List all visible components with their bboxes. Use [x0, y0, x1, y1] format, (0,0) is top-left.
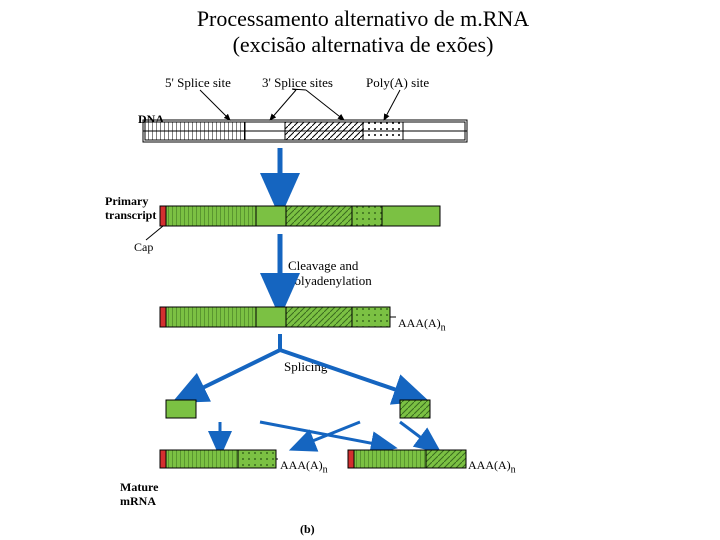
mrna-diagram: [0, 0, 720, 540]
